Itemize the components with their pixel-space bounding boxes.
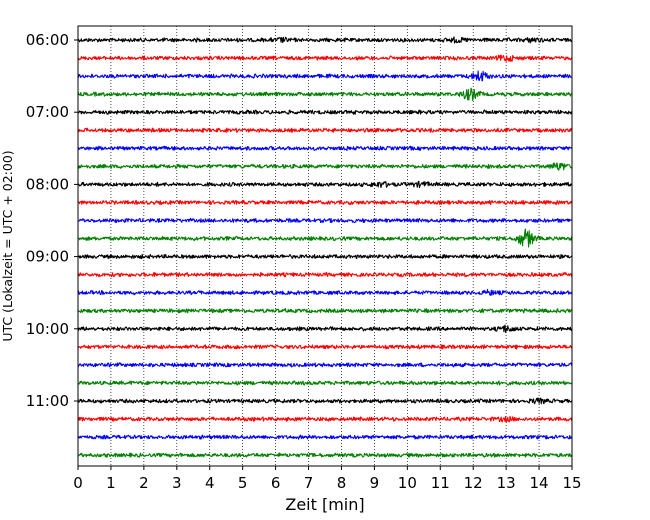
- x-tick-label: 4: [205, 474, 215, 492]
- x-tick-label: 0: [73, 474, 83, 492]
- y-tick-label: 10:00: [26, 320, 69, 338]
- y-tick-label: 09:00: [26, 248, 69, 266]
- seismogram-trace: [77, 36, 573, 44]
- seismogram-trace: [77, 380, 573, 386]
- seismogram-trace: [77, 54, 573, 62]
- seismogram-trace: [77, 253, 573, 260]
- seismogram-trace: [77, 271, 573, 278]
- seismogram-trace: [77, 87, 573, 102]
- x-tick-label: 14: [530, 474, 549, 492]
- y-tick-label: 07:00: [26, 103, 69, 121]
- seismogram-trace: [77, 344, 573, 350]
- x-tick-label: 15: [562, 474, 581, 492]
- y-axis-ticks: 06:00 07:00 08:00 09:00 10:00 11:00: [26, 31, 78, 410]
- x-tick-label: 2: [139, 474, 149, 492]
- x-tick-label: 9: [370, 474, 380, 492]
- x-tick-label: 8: [337, 474, 347, 492]
- seismogram-trace: [77, 217, 573, 224]
- x-tick-label: 3: [172, 474, 182, 492]
- seismogram-trace: [77, 180, 573, 189]
- trace-group: [77, 36, 573, 458]
- seismogram-trace: [77, 397, 573, 405]
- x-tick-label: 10: [398, 474, 417, 492]
- x-tick-label: 11: [431, 474, 450, 492]
- x-axis-ticks: 0 1 2 3 4 5 6 7 8 9 10 11 12 13 14 15: [73, 466, 582, 492]
- seismogram-trace: [77, 434, 573, 440]
- grid-lines: [110, 26, 540, 466]
- seismogram-trace: [77, 415, 573, 423]
- seismogram-trace: [77, 109, 573, 115]
- seismogram-trace: [77, 228, 573, 248]
- x-tick-label: 6: [271, 474, 281, 492]
- seismogram-trace: [77, 162, 573, 171]
- seismogram-trace: [77, 324, 573, 334]
- seismogram-trace: [77, 452, 573, 458]
- y-tick-label: 08:00: [26, 175, 69, 193]
- seismogram-trace: [77, 308, 573, 314]
- x-tick-label: 5: [238, 474, 248, 492]
- x-tick-label: 13: [497, 474, 516, 492]
- seismogram-trace: [77, 289, 573, 296]
- y-tick-label: 11:00: [26, 392, 69, 410]
- y-axis-label: UTC (Lokalzeit = UTC + 02:00): [0, 150, 15, 341]
- seismogram-trace: [77, 70, 573, 82]
- plot-frame: [77, 25, 573, 467]
- seismogram-trace: [77, 127, 573, 133]
- seismogram-trace: [77, 362, 573, 368]
- x-tick-label: 7: [304, 474, 314, 492]
- seismogram-trace: [77, 199, 573, 206]
- y-tick-label: 06:00: [26, 31, 69, 49]
- x-tick-label: 12: [464, 474, 483, 492]
- x-axis-label: Zeit [min]: [285, 495, 364, 514]
- x-tick-label: 1: [106, 474, 116, 492]
- seismogram-trace: [77, 145, 573, 151]
